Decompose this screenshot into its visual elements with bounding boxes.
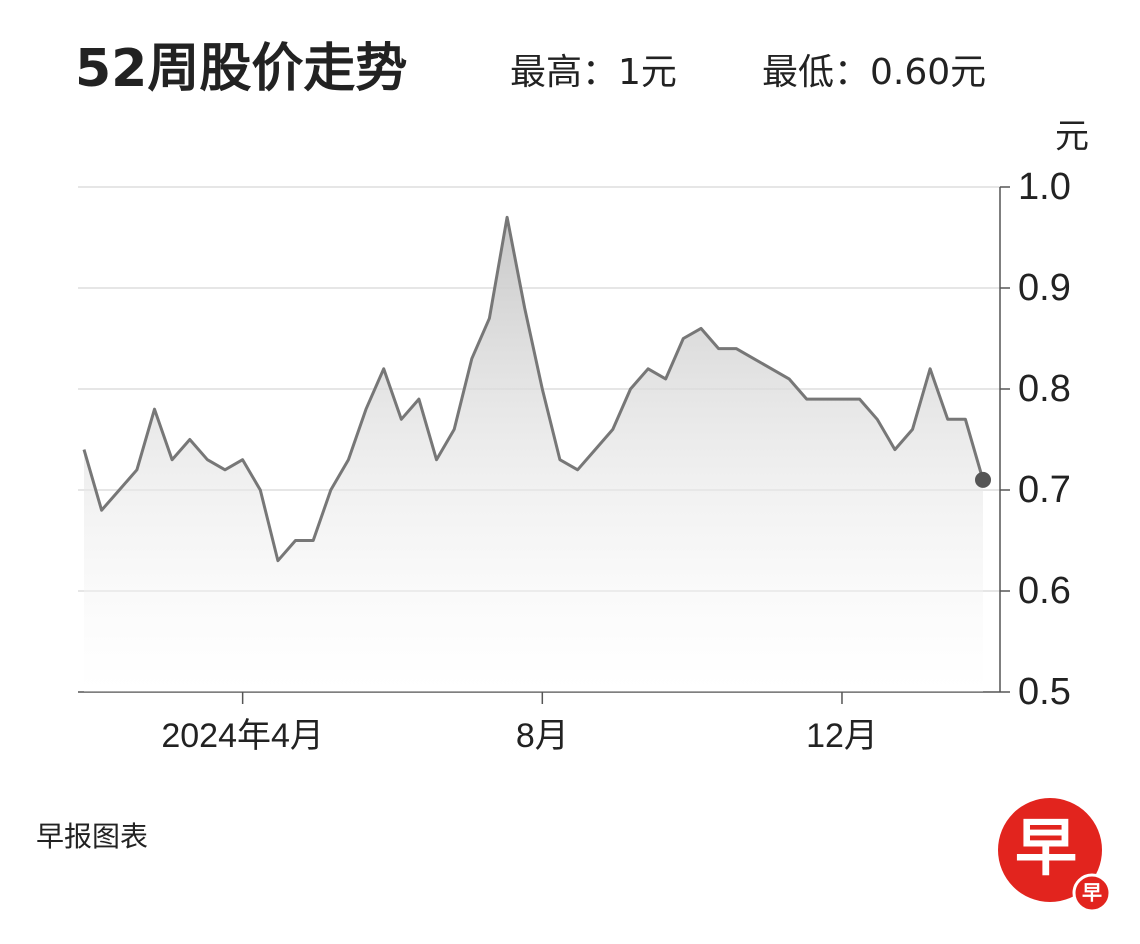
logo-text-small: 早 [1082,881,1102,905]
logo-circle [998,798,1102,902]
logo-badge [1072,873,1112,913]
y-axis-label: 元 [1055,117,1089,157]
source: 早报图表 [36,820,148,853]
annotation: 最低：0.60元 [762,52,986,93]
x-tick-label: 2024年4月 [161,717,324,755]
x-tick-label: 8月 [516,717,569,755]
x-tick-label: 12月 [806,717,878,755]
y-tick-label: 0.9 [1018,267,1071,309]
area [84,217,983,693]
y-tick-label: 0.5 [1018,671,1071,713]
y-tick-label: 0.7 [1018,469,1071,511]
annotation: 最高：1元 [510,52,677,93]
y-tick-label: 0.6 [1018,570,1071,612]
end-dot [975,471,991,488]
y-tick-label: 1.0 [1018,166,1071,208]
y-tick-label: 0.8 [1018,368,1071,410]
line [82,215,985,563]
logo-text: 早 [1015,811,1077,884]
chart-title: 52周股价走势 [75,39,407,99]
